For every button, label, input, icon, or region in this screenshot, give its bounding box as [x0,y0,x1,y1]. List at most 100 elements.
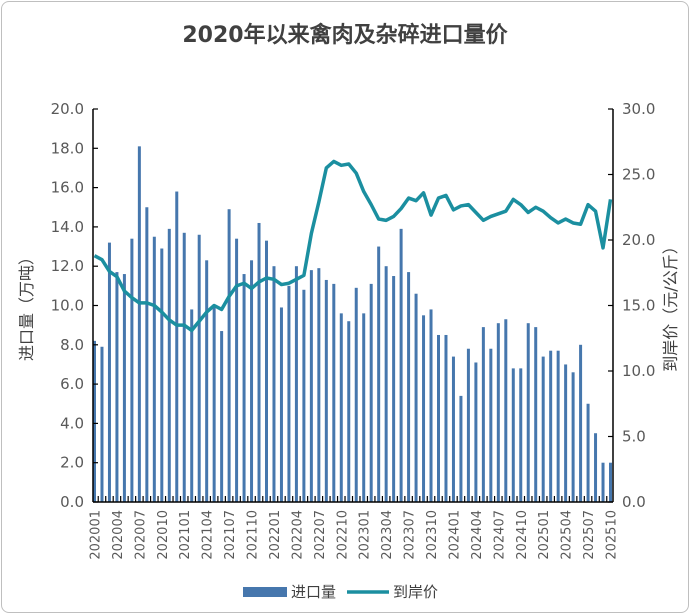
bar-202107 [227,209,231,502]
bar-202307 [407,272,411,502]
bar-202407 [496,323,500,502]
bar-202005 [122,274,126,502]
x-tick-label: 202207 [313,510,328,560]
bar-202012 [175,191,179,502]
bar-202111 [257,222,261,502]
bar-202401 [451,356,455,502]
bar-202504 [564,364,568,502]
x-tick-label: 202307 [403,510,418,560]
bar-202311 [437,334,440,502]
bar-202503 [556,350,560,502]
y-right-tick-label: 15.0 [622,297,655,315]
bar-202008 [145,207,149,502]
bar-202409 [511,368,515,502]
legend-label-price: 到岸价 [393,583,438,601]
bar-202105 [212,305,216,502]
x-tick-label: 202110 [246,510,261,560]
bar-202108 [235,238,239,502]
bar-202312 [444,334,448,502]
y-left-tick-label: 8.0 [60,336,84,354]
x-tick-label: 202407 [492,510,507,560]
bar-202405 [481,327,485,502]
bar-202306 [399,228,403,503]
bar-202505 [571,372,575,502]
x-tick-label: 202304 [380,510,395,560]
price-line [93,159,613,333]
bar-202510 [609,462,612,502]
bar-202506 [579,344,583,502]
bar-202412 [534,327,538,502]
y-left-tick-label: 0.0 [60,493,84,511]
x-tick-label: 202501 [537,510,552,560]
x-tick-label: 202104 [201,510,216,560]
x-tick-label: 202410 [515,510,530,560]
bar-202210 [339,313,343,502]
bar-202301 [362,313,366,502]
y-left-tick-label: 2.0 [60,454,84,472]
bar-202004 [115,272,119,502]
x-tick-label: 202504 [560,510,575,560]
bar-202402 [459,395,463,502]
y-left-tick-label: 4.0 [60,414,84,432]
x-tick-label: 202004 [111,510,126,560]
bar-202006 [130,238,134,502]
bar-202501 [541,356,545,502]
x-tick-label: 202007 [133,510,148,560]
bar-202106 [220,331,224,502]
bar-202302 [369,283,373,502]
y-right-tick-label: 10.0 [622,362,655,380]
y-left-tick-label: 18.0 [51,139,84,157]
y-left-tick-label: 16.0 [51,179,84,197]
bar-202011 [167,228,171,503]
bar-202204 [294,266,298,502]
bar-202303 [377,246,381,502]
y-right-tick-label: 30.0 [622,100,655,118]
bar-202508 [594,433,598,502]
y-right-tick-label: 5.0 [622,428,646,446]
y-left-tick-label: 10.0 [51,297,84,315]
x-tick-label: 202310 [425,510,440,560]
bar-202310 [429,309,433,502]
chart-title: 2020年以来禽肉及杂碎进口量价 [182,22,508,48]
bar-202507 [586,403,590,502]
bar-202002 [100,346,104,502]
x-tick-label: 202510 [605,510,620,560]
x-tick-label: 202301 [358,510,373,560]
bar-202207 [317,268,321,502]
bar-202212 [354,287,358,502]
y-right-tick-label: 20.0 [622,231,655,249]
bar-202201 [272,266,276,502]
bar-202101 [182,232,186,503]
bar-202410 [519,368,523,502]
bar-202007 [137,146,141,502]
x-tick-label: 202204 [290,510,305,560]
bar-202211 [347,321,351,502]
bar-202308 [414,293,418,502]
x-tick-label: 202201 [268,510,283,560]
bar-202104 [205,260,209,502]
x-tick-label: 202101 [178,510,193,560]
bar-202103 [197,234,201,502]
bar-202406 [489,348,493,502]
y-left-tick-label: 12.0 [51,257,84,275]
y-axis-right-label: 到岸价（元/公斤） [661,238,680,371]
bar-202203 [287,285,291,502]
legend-bar-swatch [243,587,287,597]
bar-202110 [250,260,254,502]
bar-202102 [190,309,194,502]
y-axis-left-label: 进口量（万吨） [17,249,36,361]
bar-202509 [601,462,605,502]
bar-202112 [265,240,268,502]
bar-202003 [107,242,111,502]
y-right-tick-label: 25.0 [622,166,655,184]
y-left-tick-label: 6.0 [60,375,84,393]
bar-202206 [309,270,313,502]
bar-202411 [526,323,530,502]
bar-202001 [93,340,96,502]
bar-202202 [279,307,283,502]
legend: 进口量 到岸价 [243,583,438,601]
x-tick-label: 202107 [223,510,238,560]
bar-202408 [504,319,508,502]
bar-202404 [474,362,478,502]
